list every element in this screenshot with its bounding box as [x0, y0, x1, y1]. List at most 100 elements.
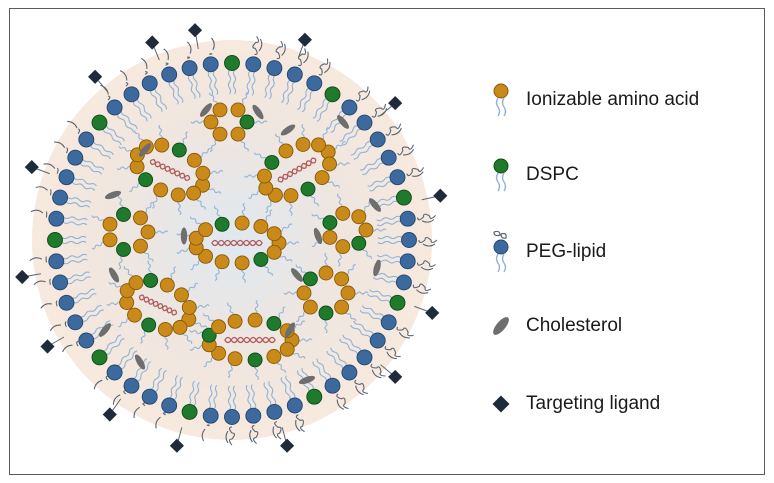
peg-chain — [355, 385, 364, 396]
peg-chain — [406, 167, 425, 177]
lipid-tail — [65, 201, 91, 208]
lipid-tail — [207, 71, 214, 96]
lipid-tail — [232, 69, 237, 95]
inverted-micelle — [283, 252, 369, 334]
rna-strand — [277, 159, 317, 181]
peg-lipid-head — [58, 294, 75, 311]
lipid-tail — [103, 334, 122, 352]
lipid-tail — [133, 358, 148, 380]
peg-chain — [107, 95, 111, 101]
ionizable-head — [186, 152, 202, 168]
inverted-micelle — [91, 194, 169, 270]
ionizable-head — [279, 341, 295, 357]
lipid-tail — [164, 334, 169, 350]
lipid-tail — [190, 120, 206, 124]
ionizable-head — [153, 182, 169, 198]
lipid-tail — [246, 70, 251, 96]
ionizable-head — [102, 216, 118, 232]
rna-strand — [211, 239, 263, 247]
lipid-tail — [67, 196, 92, 203]
legend-item-cholesterol: Cholesterol — [486, 308, 622, 344]
ionizable-head — [181, 300, 197, 315]
lipid-tail — [296, 310, 307, 322]
dspc-head — [138, 172, 154, 188]
ionizable-head — [322, 156, 337, 172]
lipid-tail — [368, 289, 393, 299]
peg-chain — [49, 324, 62, 332]
peg-chain — [336, 393, 349, 410]
peg-chain — [416, 289, 429, 294]
dspc-head — [300, 181, 316, 197]
lipid-tail — [339, 338, 359, 355]
lipid-tail — [350, 324, 372, 339]
ionizable-head — [358, 222, 374, 238]
peg-chain — [105, 375, 109, 381]
lipid-tail — [90, 320, 111, 336]
lipid-tail — [291, 351, 306, 359]
lipid-tail — [189, 344, 204, 351]
ionizable-head — [212, 102, 228, 118]
peg-chain — [93, 379, 103, 390]
lipid-tail — [71, 181, 96, 191]
lipid-tail — [177, 200, 182, 216]
cholesterol — [180, 227, 188, 245]
lipid-tail — [254, 365, 259, 381]
lipid-tail — [118, 146, 133, 153]
lipid-tail — [105, 125, 125, 142]
ligand-diamond — [169, 438, 184, 453]
lipid-tail — [214, 266, 221, 281]
peg-lipid-head — [141, 75, 158, 92]
peg-chain — [249, 429, 253, 443]
peg-lipid-head — [286, 397, 303, 414]
ionizable-head — [335, 205, 351, 221]
lipid-tail — [187, 75, 196, 100]
peg-chain — [420, 266, 434, 271]
lipid-tail — [335, 162, 350, 166]
ionizable-head — [211, 345, 227, 361]
lipid-tail — [120, 350, 138, 370]
lipid-tail — [194, 304, 210, 309]
peg-lipid-head — [202, 407, 219, 424]
lipid-tail — [158, 124, 163, 140]
lipid-tail — [232, 385, 237, 411]
lipid-tail — [134, 130, 144, 143]
ionizable-head — [266, 226, 282, 242]
peg-lipid-head — [286, 66, 303, 83]
dspc-head — [389, 294, 406, 311]
legend-label-dspc: DSPC — [526, 164, 579, 185]
ionizable-head — [211, 319, 227, 335]
lipid-tail — [297, 338, 313, 342]
lipid-tail — [301, 90, 314, 113]
peg-lipid-head — [141, 388, 158, 405]
peg-chain — [211, 37, 215, 51]
lipid-tail — [196, 197, 206, 210]
lipid-tail — [168, 81, 179, 105]
peg-lipid-head — [266, 60, 283, 77]
lipid-tail — [240, 92, 249, 106]
lipid-tail — [372, 195, 397, 204]
dspc-head — [91, 349, 108, 366]
rna-strand — [224, 336, 276, 344]
peg-lipid-head — [266, 403, 283, 420]
lipid-tail — [154, 369, 167, 393]
lipid-tail — [324, 252, 328, 268]
ionizable-head — [186, 185, 202, 201]
dspc-head — [306, 388, 323, 405]
lipid-tail — [203, 356, 215, 368]
lipid-tail — [203, 313, 215, 323]
lipid-tail — [263, 382, 272, 406]
lipid-tail — [254, 299, 259, 315]
peg-chain — [295, 419, 301, 432]
lipid-tail — [150, 90, 163, 112]
lipid-nanoparticle — [15, 23, 448, 453]
ionizable-head — [154, 137, 170, 153]
peg-chain — [371, 103, 387, 118]
lipid-tail — [241, 268, 246, 284]
lipid-tail — [248, 190, 261, 199]
peg-chain — [275, 40, 283, 60]
peg-chain — [252, 36, 260, 55]
ionizable-head — [318, 265, 334, 281]
dspc-head — [239, 114, 255, 130]
peg-chain — [162, 412, 166, 416]
peg-chain — [370, 363, 386, 377]
